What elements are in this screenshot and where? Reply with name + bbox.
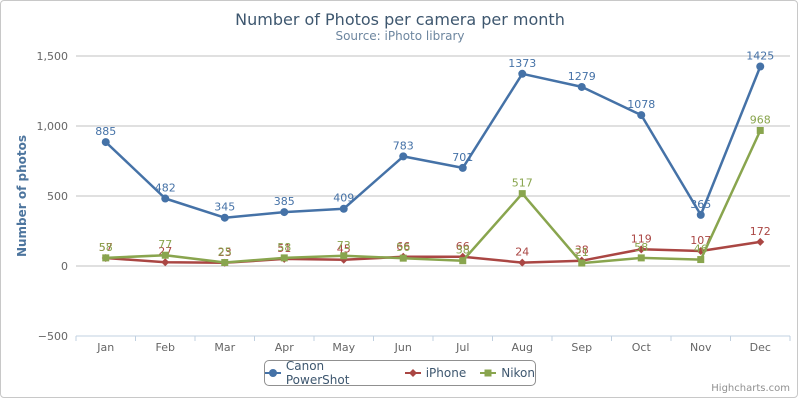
data-point [161, 194, 170, 203]
data-label: 345 [214, 201, 235, 214]
data-label: 1425 [746, 50, 774, 63]
series-line-iphone [105, 240, 761, 265]
chart-subtitle: Source: iPhoto library [335, 29, 465, 43]
data-label: 66 [456, 240, 470, 253]
data-label: 482 [155, 182, 176, 195]
data-point [756, 126, 764, 134]
legend-label: iPhone [425, 366, 467, 380]
data-label: 783 [393, 139, 414, 152]
legend-item[interactable]: iPhone [404, 366, 467, 380]
data-label: 517 [512, 177, 533, 190]
data-label: 701 [452, 151, 473, 164]
x-tick-label: Jul [455, 341, 469, 354]
data-point [102, 254, 110, 262]
data-point [637, 254, 645, 262]
data-label: 885 [95, 125, 116, 138]
data-label: 58 [277, 241, 291, 254]
x-tick-label: Apr [275, 341, 295, 354]
data-point [101, 138, 110, 147]
data-label: 51 [277, 242, 291, 255]
data-label: 107 [690, 234, 711, 247]
y-tick-label: 0 [61, 260, 68, 273]
legend-label: Nikon [501, 366, 535, 380]
data-point [399, 254, 407, 262]
data-label: 38 [456, 244, 470, 257]
data-point [340, 252, 348, 260]
data-label: 1373 [508, 57, 536, 70]
data-label: 21 [575, 246, 589, 259]
x-tick-label: Nov [690, 341, 712, 354]
x-tick-label: Sep [571, 341, 592, 354]
y-tick-label: −500 [38, 330, 68, 343]
y-tick-label: 500 [47, 190, 68, 203]
data-point [577, 82, 586, 91]
data-label: 1279 [568, 70, 596, 83]
data-point [161, 251, 169, 259]
legend-symbol [404, 369, 421, 377]
data-label: 58 [634, 241, 648, 254]
data-point [637, 245, 646, 254]
y-tick-label: 1,500 [37, 50, 69, 63]
x-tick-label: Aug [512, 341, 533, 354]
data-label: 38 [575, 244, 589, 257]
legend-item[interactable]: Canon PowerShot [265, 359, 391, 387]
x-tick-label: Feb [156, 341, 175, 354]
data-label: 24 [515, 246, 529, 259]
data-label: 46 [694, 243, 708, 256]
data-point [756, 62, 765, 71]
data-label: 66 [396, 240, 410, 253]
x-tick-label: Dec [750, 341, 771, 354]
x-tick-label: Mar [214, 341, 235, 354]
data-label: 119 [631, 232, 652, 245]
data-point [280, 254, 288, 262]
x-tick-label: May [332, 341, 355, 354]
data-label: 385 [274, 195, 295, 208]
series-line-canon [104, 66, 762, 219]
data-point [518, 69, 527, 78]
chart-title: Number of Photos per camera per month [235, 10, 565, 29]
data-label: 58 [99, 241, 113, 254]
data-point [459, 257, 467, 265]
data-point [161, 258, 170, 267]
data-label: 56 [396, 241, 410, 254]
x-tick-label: Oct [632, 341, 652, 354]
data-label: 57 [99, 241, 113, 254]
data-label: 25 [218, 246, 232, 259]
data-point [339, 204, 348, 213]
x-tick-label: Jan [96, 341, 114, 354]
credits-link[interactable]: Highcharts.com [711, 383, 790, 394]
data-point [220, 213, 229, 222]
data-label: 172 [750, 225, 771, 238]
data-point [399, 152, 408, 161]
data-point [280, 208, 289, 217]
legend-symbol [480, 369, 497, 377]
y-tick-label: 1,000 [37, 120, 69, 133]
legend-symbol [265, 369, 281, 377]
data-point [578, 259, 586, 267]
data-label: 77 [158, 238, 172, 251]
data-label: 23 [218, 246, 232, 259]
data-point [697, 256, 705, 264]
data-point [696, 210, 705, 219]
data-label: 365 [690, 198, 711, 211]
data-point [458, 163, 467, 172]
legend-label: Canon PowerShot [285, 359, 350, 387]
series-line-nikon [105, 129, 762, 265]
data-label: 1078 [627, 98, 655, 111]
legend-item[interactable]: Nikon [480, 366, 535, 380]
data-label: 968 [750, 113, 771, 126]
data-point [518, 258, 527, 267]
data-point [221, 259, 229, 266]
data-point [756, 237, 765, 246]
data-label: 409 [333, 192, 354, 205]
data-point [637, 111, 646, 120]
x-tick-label: Jun [394, 341, 412, 354]
data-label: 73 [337, 239, 351, 252]
legend: Canon PowerShot iPhone Nikon [264, 359, 536, 387]
data-point [518, 190, 526, 198]
